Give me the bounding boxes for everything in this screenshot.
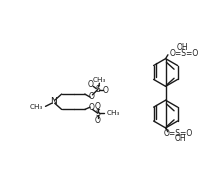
Text: S: S	[95, 85, 100, 94]
Text: OH: OH	[175, 134, 187, 143]
Text: N: N	[50, 97, 57, 106]
Text: O: O	[88, 80, 94, 89]
Text: O=S=O: O=S=O	[164, 129, 193, 138]
Text: O=S=O: O=S=O	[170, 49, 199, 58]
Text: S: S	[95, 109, 100, 118]
Text: O: O	[89, 103, 95, 112]
Text: CH₃: CH₃	[30, 104, 43, 110]
Text: O: O	[95, 116, 101, 125]
Text: O: O	[103, 86, 108, 96]
Text: OH: OH	[177, 43, 188, 52]
Text: CH₃: CH₃	[93, 77, 106, 83]
Text: O: O	[95, 102, 101, 111]
Text: CH₃: CH₃	[106, 110, 120, 116]
Text: O: O	[89, 92, 95, 101]
